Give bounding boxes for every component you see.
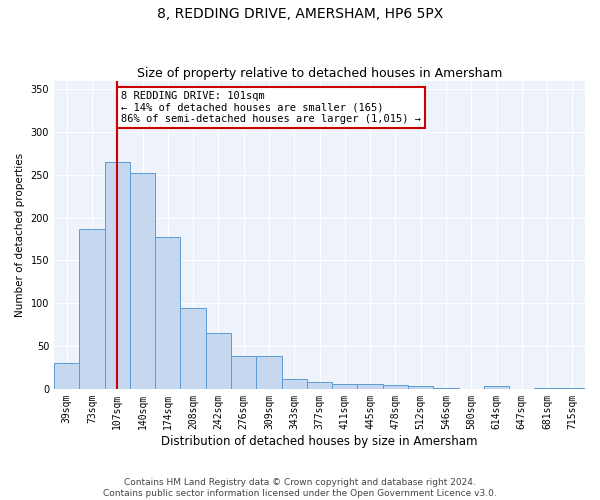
Bar — [256, 356, 281, 389]
Bar — [130, 173, 155, 389]
Bar — [54, 363, 79, 389]
Bar — [358, 384, 383, 389]
Bar — [332, 384, 358, 389]
Bar — [181, 308, 206, 389]
Bar — [104, 162, 130, 389]
Bar — [383, 384, 408, 389]
Text: Contains HM Land Registry data © Crown copyright and database right 2024.
Contai: Contains HM Land Registry data © Crown c… — [103, 478, 497, 498]
Bar — [408, 386, 433, 389]
Bar — [155, 238, 181, 389]
Bar — [281, 380, 307, 389]
Bar — [206, 333, 231, 389]
Bar — [433, 388, 458, 389]
Bar — [307, 382, 332, 389]
Title: Size of property relative to detached houses in Amersham: Size of property relative to detached ho… — [137, 66, 502, 80]
Bar — [79, 229, 104, 389]
Bar — [484, 386, 509, 389]
Bar — [231, 356, 256, 389]
Y-axis label: Number of detached properties: Number of detached properties — [15, 152, 25, 317]
Text: 8 REDDING DRIVE: 101sqm
← 14% of detached houses are smaller (165)
86% of semi-d: 8 REDDING DRIVE: 101sqm ← 14% of detache… — [121, 91, 421, 124]
Bar — [535, 388, 560, 389]
Bar — [560, 388, 585, 389]
Text: 8, REDDING DRIVE, AMERSHAM, HP6 5PX: 8, REDDING DRIVE, AMERSHAM, HP6 5PX — [157, 8, 443, 22]
X-axis label: Distribution of detached houses by size in Amersham: Distribution of detached houses by size … — [161, 434, 478, 448]
